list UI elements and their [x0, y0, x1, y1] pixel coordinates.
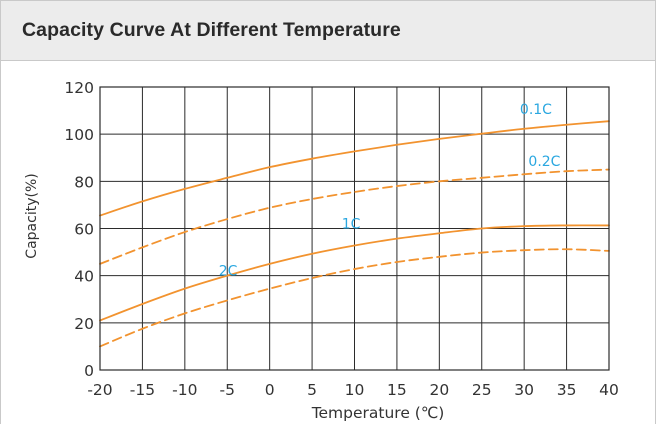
x-tick-label: 25 [472, 381, 492, 399]
y-tick-label: 40 [74, 268, 94, 286]
x-tick-label: 20 [429, 381, 449, 399]
series-line-2c [99, 248, 610, 348]
x-tick-label: -10 [172, 381, 197, 399]
capacity-chart: -20 -15 -10 -5 0 5 10 15 20 25 30 35 40 0 20 40 60 80 100 1… [24, 79, 619, 422]
plot-frame [99, 86, 610, 371]
x-tick-label: 35 [557, 381, 577, 399]
y-tick-label: 120 [64, 79, 94, 97]
axes: -20 -15 -10 -5 0 5 10 15 20 25 30 35 40 0 20 40 60 80 100 1… [64, 79, 618, 399]
y-tick-label: 60 [74, 221, 94, 239]
x-tick-label: -5 [220, 381, 235, 399]
y-tick-label: 0 [84, 362, 94, 380]
y-tick-label: 100 [64, 126, 94, 144]
x-tick-label: -20 [87, 381, 112, 399]
x-tick-label: 15 [387, 381, 407, 399]
x-tick-label: -15 [130, 381, 155, 399]
series-lines [99, 120, 610, 348]
card-header: Capacity Curve At Different Temperature [1, 1, 655, 61]
y-axis-label: Capacity(%) [24, 173, 40, 258]
series-line-0-2c [99, 168, 610, 265]
x-axis-label: Temperature (℃) [311, 404, 445, 422]
x-tick-label: 40 [599, 381, 619, 399]
series-label: 2C [219, 264, 238, 280]
y-tick-label: 20 [74, 315, 94, 333]
series-labels: 0.1C 0.2C 1C 2C [219, 102, 561, 280]
series-label: 0.1C [520, 102, 552, 118]
series-label: 1C [342, 217, 361, 233]
x-tick-label: 10 [345, 381, 365, 399]
x-tick-label: 0 [265, 381, 275, 399]
page-title: Capacity Curve At Different Temperature [22, 19, 401, 41]
y-tick-label: 80 [74, 173, 94, 191]
series-label: 0.2C [528, 154, 560, 170]
series-line-0-1c [99, 120, 610, 217]
x-tick-label: 5 [307, 381, 317, 399]
x-tick-label: 30 [514, 381, 534, 399]
series-line-1c [99, 224, 610, 322]
